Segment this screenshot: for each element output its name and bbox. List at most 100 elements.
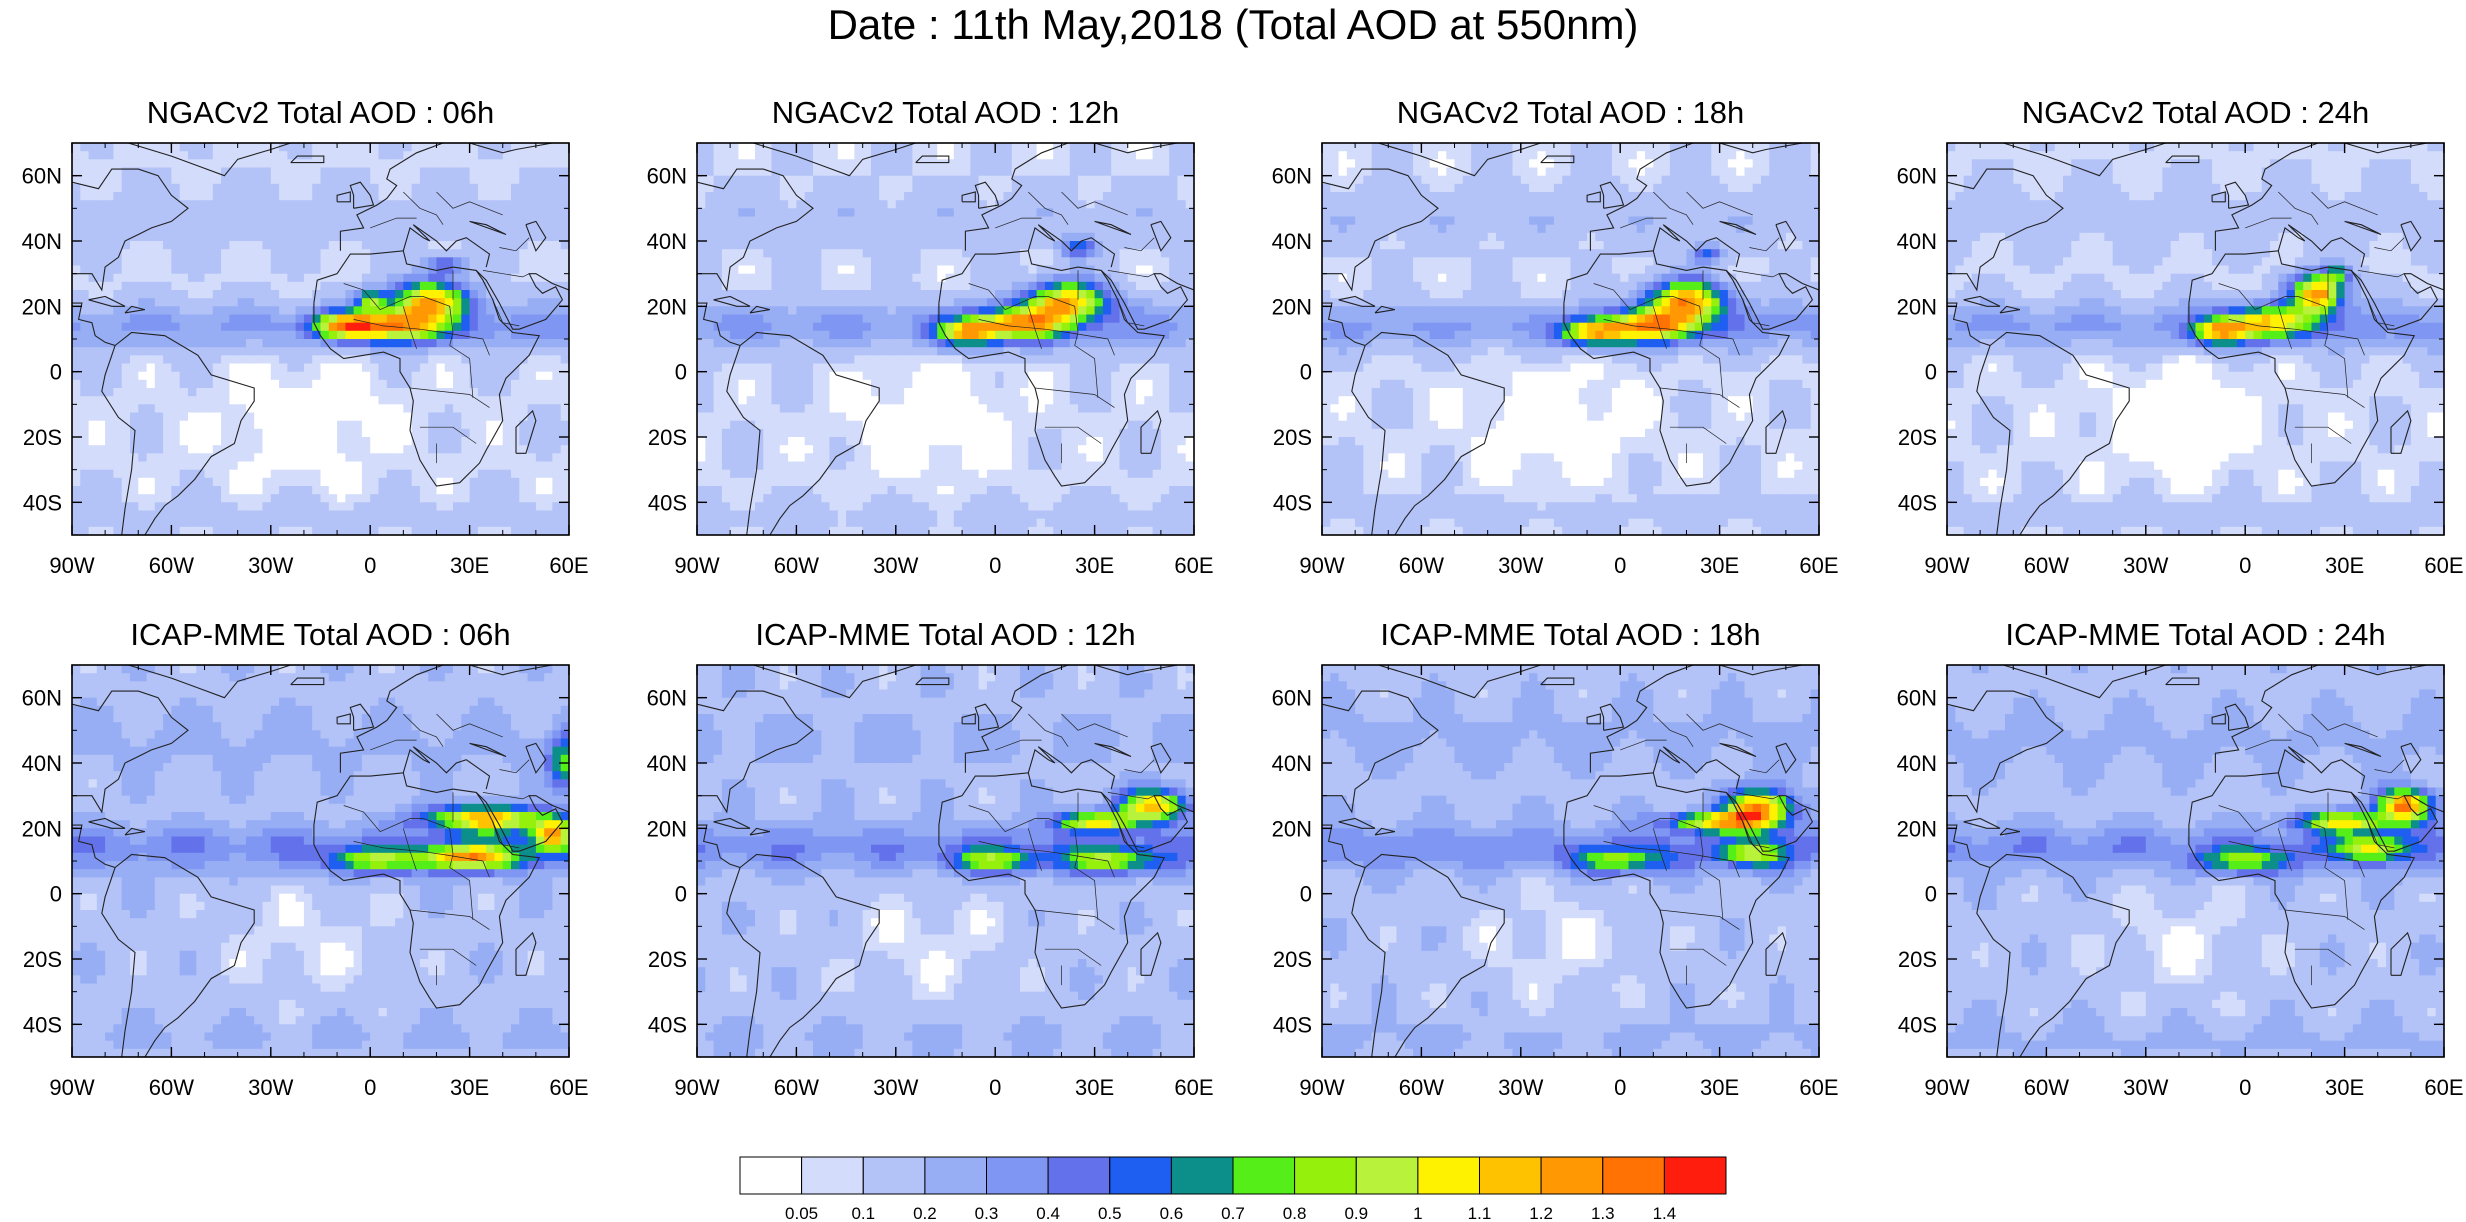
panel-title: ICAP-MME Total AOD : 18h [1380, 617, 1760, 652]
lon-tick-label: 30E [450, 553, 489, 578]
coastline [1374, 827, 1396, 836]
coastline [964, 143, 1194, 251]
country-border [1107, 792, 1155, 800]
country-border [449, 867, 474, 920]
lat-tick-label: 20S [23, 425, 62, 450]
colorbar-swatch [1232, 1156, 1296, 1195]
lat-tick-label: 40N [1897, 751, 1937, 776]
lat-tick-label: 20S [648, 947, 687, 972]
coastline [290, 677, 325, 686]
lat-tick-label: 60N [647, 164, 687, 189]
colorbar-label: 1.4 [1653, 1204, 1677, 1222]
country-border [449, 345, 474, 398]
coastline [1719, 742, 1757, 758]
country-border [2277, 306, 2292, 349]
coastline [336, 191, 351, 203]
coastline [2224, 703, 2250, 731]
lat-tick-label: 0 [1925, 882, 1937, 907]
colorbar-swatch [862, 1156, 926, 1195]
lon-tick-label: 0 [2239, 553, 2251, 578]
country-border [1699, 345, 1724, 398]
coastline [2390, 931, 2412, 976]
coastline [336, 713, 351, 725]
coastline [1100, 792, 1194, 852]
country-border [1044, 948, 1102, 966]
coastline [1322, 168, 1439, 292]
country-border [2324, 345, 2349, 398]
lat-tick-label: 60N [1897, 164, 1937, 189]
lon-tick-label: 60W [1399, 553, 1444, 578]
lon-tick-label: 90W [49, 1075, 94, 1100]
country-border [995, 217, 1042, 229]
coastline [961, 713, 976, 725]
lat-tick-label: 0 [50, 882, 62, 907]
lon-tick-label: 60W [1399, 1075, 1444, 1100]
coastline [1150, 742, 1172, 774]
coastline [1322, 690, 1439, 814]
country-border [492, 299, 520, 327]
lon-tick-label: 90W [1924, 553, 1969, 578]
lat-tick-label: 40N [647, 229, 687, 254]
colorbar-label: 1.2 [1529, 1204, 1553, 1222]
country-border [1659, 387, 1740, 408]
country-border [2357, 270, 2405, 278]
map-panel-6: ICAP-MME Total AOD : 12h 90W 60W 30W 0 30E 60E… [647, 617, 1214, 1100]
lon-tick-label: 30E [1075, 1075, 1114, 1100]
coastline [402, 224, 491, 268]
colorbar-label: 0.05 [785, 1204, 818, 1222]
country-border [1117, 299, 1145, 327]
lat-tick-label: 20S [1898, 947, 1937, 972]
lon-tick-label: 60W [149, 553, 194, 578]
panel-title: ICAP-MME Total AOD : 06h [130, 617, 510, 652]
coastline [1563, 772, 1791, 1009]
map-panel-2: NGACv2 Total AOD : 12h 90W 60W 30W 0 30E 60E 60… [647, 95, 1214, 578]
colorbar-label: 0.5 [1098, 1204, 1122, 1222]
coastline [339, 665, 569, 773]
lon-tick-label: 30W [873, 1075, 918, 1100]
country-border [1027, 828, 1042, 871]
lon-tick-label: 30E [1075, 553, 1114, 578]
lat-tick-label: 40N [647, 751, 687, 776]
country-border [402, 306, 417, 349]
lon-tick-label: 0 [1614, 553, 1626, 578]
coastline [697, 302, 741, 347]
lat-tick-label: 60N [1272, 686, 1312, 711]
lat-tick-label: 0 [50, 360, 62, 385]
lat-tick-label: 20N [647, 816, 687, 841]
panel-title: NGACv2 Total AOD : 18h [1397, 95, 1744, 130]
country-border [2367, 821, 2395, 849]
country-border [2357, 792, 2405, 800]
lon-tick-label: 0 [989, 1075, 1001, 1100]
country-border [2278, 191, 2319, 225]
lat-tick-label: 20S [1898, 425, 1937, 450]
coastline [697, 824, 741, 869]
lat-tick-label: 20S [1273, 425, 1312, 450]
coastline [2344, 742, 2382, 758]
country-border [968, 805, 1079, 868]
lon-tick-label: 60W [149, 1075, 194, 1100]
coastline [1947, 302, 1991, 347]
colorbar-label: 1 [1413, 1204, 1422, 1222]
coastline [1976, 853, 2130, 1057]
coastline [1589, 665, 1819, 773]
country-border [1603, 319, 1740, 356]
country-border [1034, 909, 1115, 930]
aod-field [1322, 143, 1819, 535]
lat-tick-label: 40S [1273, 1012, 1312, 1037]
country-border [2367, 299, 2395, 327]
coastline [1765, 931, 1787, 976]
coastline [313, 250, 541, 487]
colorbar-label: 1.1 [1468, 1204, 1492, 1222]
coastline [124, 305, 146, 314]
colorbar-swatch [801, 1156, 864, 1195]
lat-tick-label: 40S [648, 1012, 687, 1037]
country-border [419, 426, 477, 444]
country-border [1107, 270, 1155, 278]
coastline [1100, 270, 1194, 330]
coastline [2344, 220, 2382, 236]
lon-tick-label: 30W [1498, 553, 1543, 578]
lon-tick-label: 60W [2024, 1075, 2069, 1100]
country-border [1620, 217, 1667, 229]
colorbar: 0.05 0.1 0.2 0.3 0.4 0.5 0.6 0.7 0.8 0.9 1 1.1 1.2 1.… [739, 1156, 1727, 1222]
